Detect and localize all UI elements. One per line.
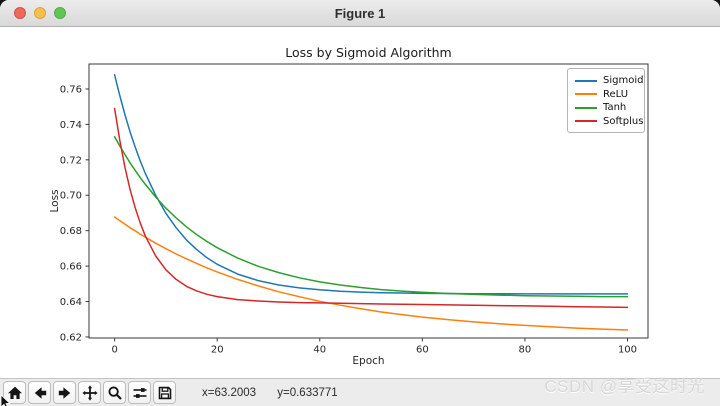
zoom-button[interactable] [54, 7, 66, 19]
series-line-softplus [113, 107, 629, 309]
legend-label: ReLU [603, 88, 629, 100]
zoom-rect-button[interactable] [103, 381, 126, 404]
legend-line-sample [575, 120, 597, 123]
minimize-button[interactable] [34, 7, 46, 19]
x-axis-label: Epoch [352, 355, 385, 367]
forward-button[interactable] [53, 381, 76, 404]
y-tick-label: 0.76 [60, 84, 82, 95]
legend-line-sample [575, 79, 597, 82]
back-button[interactable] [28, 381, 51, 404]
legend-item-tanh: Tanh [575, 101, 637, 115]
home-icon [7, 386, 22, 399]
pan-icon [81, 384, 98, 401]
legend-line-sample [575, 93, 597, 96]
legend-line-sample [575, 106, 597, 109]
y-tick-label: 0.62 [60, 332, 82, 343]
status-y: y=0.633771 [277, 386, 338, 399]
x-tick-label: 40 [313, 345, 326, 356]
close-button[interactable] [14, 7, 26, 19]
legend-item-relu: ReLU [575, 88, 637, 102]
legend-label: Softplus [603, 115, 644, 127]
mouse-cursor [0, 395, 11, 406]
chart-title: Loss by Sigmoid Algorithm [285, 45, 452, 60]
cursor-coordinates: x=63.2003 y=0.633771 [202, 387, 338, 399]
forward-arrow-icon [58, 386, 70, 399]
y-tick-label: 0.70 [60, 191, 82, 202]
save-floppy-icon [158, 386, 171, 399]
y-tick-label: 0.66 [60, 262, 82, 273]
x-tick-label: 60 [416, 345, 429, 356]
status-x: x=63.2003 [202, 386, 257, 399]
configure-subplots-button[interactable] [128, 381, 151, 404]
legend-label: Sigmoid [603, 75, 644, 87]
series-line-sigmoid [113, 74, 629, 295]
y-tick-label: 0.72 [60, 155, 82, 166]
legend-label: Tanh [603, 102, 627, 114]
configure-subplots-icon [133, 387, 146, 398]
legend: Sigmoid ReLU Tanh Softplus [567, 68, 645, 133]
back-arrow-icon [34, 386, 46, 399]
y-tick-label: 0.64 [60, 297, 82, 308]
x-tick-label: 80 [519, 345, 532, 356]
x-tick-label: 0 [111, 345, 117, 356]
home-button[interactable] [3, 381, 26, 404]
series-line-relu [113, 216, 629, 331]
y-tick-label: 0.74 [60, 120, 82, 131]
axes-frame [88, 63, 649, 339]
x-tick-label: 20 [211, 345, 224, 356]
y-axis-label: Loss [49, 189, 61, 213]
window-title: Figure 1 [334, 6, 386, 21]
titlebar: Figure 1 [0, 0, 720, 27]
legend-item-softplus: Softplus [575, 115, 643, 129]
series-line-tanh [113, 136, 629, 298]
navigation-toolbar: x=63.2003 y=0.633771 [0, 378, 720, 406]
pan-button[interactable] [78, 381, 101, 404]
zoom-magnifier-icon [107, 385, 122, 400]
save-button[interactable] [153, 381, 176, 404]
x-tick-label: 100 [618, 345, 637, 356]
figure-canvas[interactable]: 0 20 40 60 80 100 0.62 0.64 0.66 0.68 0.70 0.72 0.74… [0, 27, 720, 378]
y-tick-label: 0.68 [60, 226, 82, 237]
plot-svg[interactable]: 0 20 40 60 80 100 0.62 0.64 0.66 0.68 0.70 0.72 0.74… [0, 27, 720, 378]
legend-item-sigmoid: Sigmoid [575, 74, 643, 88]
